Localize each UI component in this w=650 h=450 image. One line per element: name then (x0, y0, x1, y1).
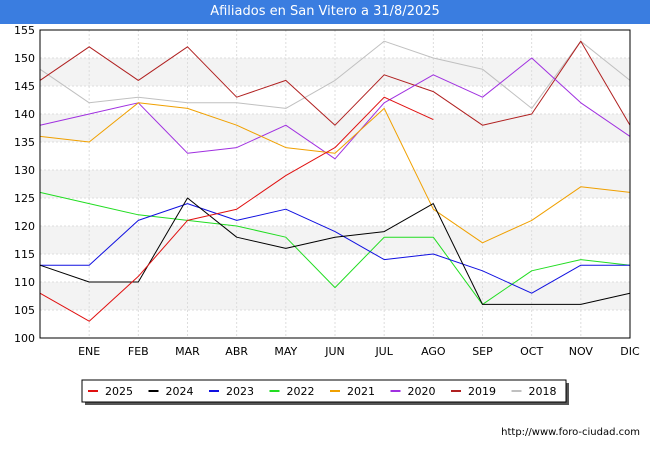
x-tick-label: MAR (175, 345, 200, 358)
legend-label-2018: 2018 (529, 385, 557, 398)
plot-frame (39, 29, 631, 339)
y-axis-ticks: 100 105 110 115 120 125 130 135 140 145 150 155 (14, 24, 35, 345)
y-tick-label: 105 (14, 304, 35, 317)
series-line-2021 (39, 102, 631, 244)
y-tick-label: 150 (14, 52, 35, 65)
y-tick-label: 110 (14, 276, 35, 289)
legend-box (81, 379, 567, 403)
legend-label-2021: 2021 (347, 385, 375, 398)
legend-label-2020: 2020 (408, 385, 436, 398)
series-line-2019 (39, 40, 631, 126)
x-axis-ticks: ENE FEB MAR ABR MAY JUN JUL AGO SEP OCT NOV DIC (78, 345, 640, 358)
source-link[interactable]: http://www.foro-ciudad.com (501, 427, 640, 438)
legend: 2025 2024 2023 2022 2021 2020 2019 2018 (81, 379, 569, 405)
legend-label-2025: 2025 (105, 385, 133, 398)
legend-label-2019: 2019 (468, 385, 496, 398)
x-tick-label: AGO (421, 345, 446, 358)
y-tick-label: 155 (14, 24, 35, 37)
y-tick-label: 135 (14, 136, 35, 149)
x-tick-label: DIC (620, 345, 640, 358)
y-tick-label: 130 (14, 164, 35, 177)
series-line-2023 (40, 203, 630, 294)
legend-label-2022: 2022 (287, 385, 315, 398)
x-tick-label: SEP (472, 345, 493, 358)
x-tick-label: ABR (225, 345, 248, 358)
y-tick-label: 100 (14, 332, 35, 345)
axes (39, 29, 631, 339)
chart-title: Afiliados en San Vitero a 31/8/2025 (0, 0, 650, 24)
x-tick-label: FEB (128, 345, 149, 358)
series-line-2022 (39, 191, 631, 305)
x-tick-label: ENE (78, 345, 100, 358)
x-tick-label: OCT (520, 345, 543, 358)
y-tick-label: 145 (14, 80, 35, 93)
x-tick-label: NOV (569, 345, 594, 358)
y-tick-label: 125 (14, 192, 35, 205)
x-tick-label: JUN (324, 345, 345, 358)
y-tick-label: 120 (14, 220, 35, 233)
series-line-2024 (39, 197, 631, 305)
x-tick-label: JUL (374, 345, 393, 358)
legend-label-2023: 2023 (226, 385, 254, 398)
legend-label-2024: 2024 (166, 385, 194, 398)
y-tick-label: 115 (14, 248, 35, 261)
series-line-2025 (39, 96, 434, 322)
series-lines (39, 40, 631, 322)
y-tick-label: 140 (14, 108, 35, 121)
series-line-2018 (39, 40, 631, 109)
x-tick-label: MAY (274, 345, 297, 358)
